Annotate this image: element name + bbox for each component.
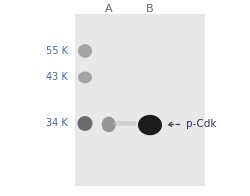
- Bar: [75, 14, 205, 186]
- Ellipse shape: [78, 72, 92, 83]
- Ellipse shape: [102, 117, 116, 132]
- Text: 55 K: 55 K: [46, 46, 68, 56]
- Text: 43 K: 43 K: [46, 72, 68, 83]
- Text: A: A: [105, 4, 112, 14]
- Text: 34 K: 34 K: [46, 118, 68, 129]
- Text: B: B: [146, 4, 154, 14]
- Ellipse shape: [138, 115, 162, 135]
- Text: p-Cdk: p-Cdk: [186, 119, 217, 130]
- Ellipse shape: [78, 116, 92, 131]
- Ellipse shape: [78, 44, 92, 58]
